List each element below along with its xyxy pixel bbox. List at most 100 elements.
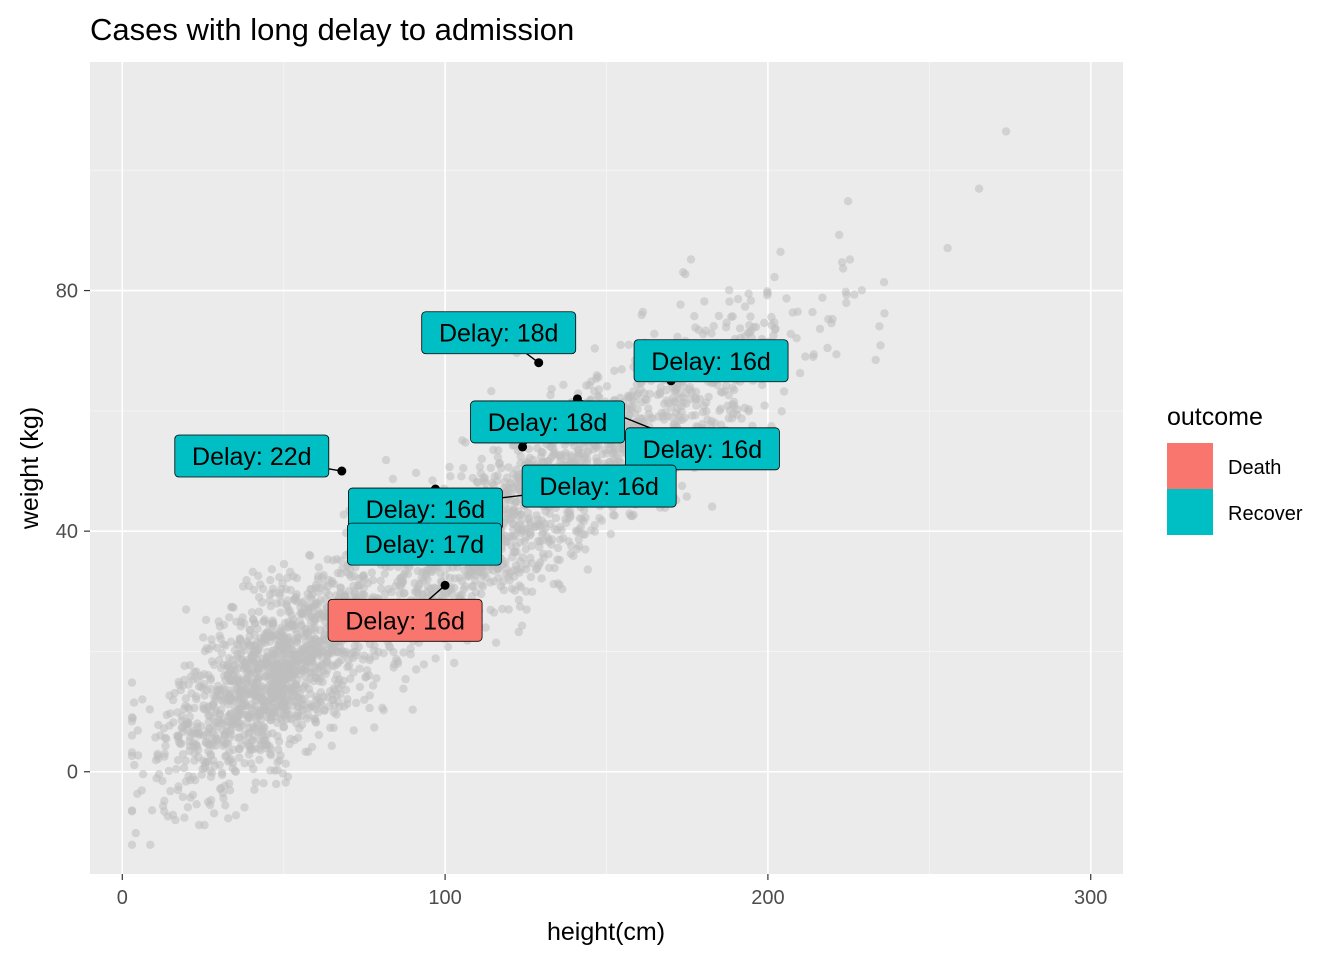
background-point xyxy=(349,726,358,735)
background-point xyxy=(129,698,139,707)
background-point xyxy=(565,507,575,516)
background-point xyxy=(770,318,779,327)
background-point xyxy=(300,651,309,660)
background-point xyxy=(293,733,303,742)
background-point xyxy=(203,797,213,807)
background-point xyxy=(258,682,267,691)
background-point xyxy=(538,527,548,537)
background-point xyxy=(735,324,745,333)
delay-label-box xyxy=(327,598,483,642)
background-point xyxy=(253,705,263,715)
background-point xyxy=(244,710,254,720)
background-point xyxy=(746,296,756,305)
background-point xyxy=(245,690,254,699)
background-point xyxy=(245,632,254,641)
background-point xyxy=(210,761,220,770)
background-point xyxy=(609,510,618,520)
background-point xyxy=(602,382,612,391)
delay-label-box xyxy=(470,400,625,444)
background-point xyxy=(491,638,501,647)
background-point xyxy=(446,472,455,481)
background-point xyxy=(194,729,204,738)
background-point xyxy=(842,298,851,308)
background-point xyxy=(590,527,599,536)
background-point xyxy=(176,739,185,749)
background-point xyxy=(313,575,323,584)
background-point xyxy=(510,572,519,581)
background-point xyxy=(818,293,827,302)
y-tick-label: 0 xyxy=(67,762,78,784)
background-point xyxy=(343,662,352,672)
background-point xyxy=(595,514,604,523)
background-point xyxy=(677,481,687,491)
background-point xyxy=(517,621,527,630)
delay-label-text: Delay: 16d xyxy=(539,473,659,501)
background-point xyxy=(733,294,743,304)
background-point xyxy=(272,779,281,789)
background-point xyxy=(190,667,199,677)
background-point xyxy=(534,561,543,570)
background-point xyxy=(221,752,230,761)
background-point xyxy=(699,330,708,339)
background-point xyxy=(346,674,355,683)
background-point xyxy=(823,343,832,353)
background-point xyxy=(199,679,209,689)
background-point xyxy=(445,462,454,472)
background-point xyxy=(492,476,502,486)
background-point xyxy=(528,587,537,596)
background-point xyxy=(284,643,293,652)
background-point xyxy=(532,511,541,520)
background-point xyxy=(235,753,244,762)
background-point xyxy=(222,739,231,748)
background-point xyxy=(181,694,191,703)
background-point xyxy=(158,801,168,811)
background-point xyxy=(365,639,375,649)
background-point xyxy=(367,568,376,577)
background-point xyxy=(248,736,257,745)
background-point xyxy=(250,785,259,794)
x-tick-label: 300 xyxy=(1074,887,1107,909)
background-point xyxy=(380,590,390,599)
background-point xyxy=(362,672,371,681)
background-point xyxy=(595,393,604,402)
background-point xyxy=(406,644,415,653)
background-point xyxy=(321,640,330,649)
background-point xyxy=(487,387,496,396)
background-point xyxy=(224,814,233,823)
background-point xyxy=(575,452,584,461)
delay-label-text: Delay: 18d xyxy=(439,320,559,348)
background-point xyxy=(231,707,240,716)
background-point xyxy=(704,392,713,402)
background-point xyxy=(746,327,756,336)
background-point xyxy=(314,637,323,646)
background-point xyxy=(673,332,682,342)
background-point xyxy=(685,385,694,394)
background-point xyxy=(801,352,810,361)
background-point xyxy=(297,621,306,630)
background-point xyxy=(173,731,182,740)
background-point xyxy=(523,508,533,518)
background-point xyxy=(203,757,213,767)
background-point xyxy=(276,626,286,636)
delay-label-text: Delay: 16d xyxy=(643,436,763,464)
background-point xyxy=(173,756,183,765)
background-point xyxy=(293,712,303,721)
background-point xyxy=(147,806,157,815)
background-point xyxy=(559,380,568,389)
background-point xyxy=(637,398,647,407)
background-point xyxy=(339,676,348,685)
legend: outcome Death Recover xyxy=(1167,403,1303,535)
x-axis-ticks: 0 100 200 300 xyxy=(117,874,1107,909)
background-point xyxy=(286,670,295,679)
background-point xyxy=(256,580,265,589)
delay-label-box xyxy=(521,464,677,508)
background-point xyxy=(286,585,295,595)
x-tick-label: 200 xyxy=(751,887,784,909)
background-point xyxy=(724,414,733,423)
background-point xyxy=(587,377,596,386)
legend-key-death xyxy=(1167,443,1213,489)
background-point xyxy=(399,684,408,693)
background-point xyxy=(843,197,853,206)
background-point xyxy=(211,734,221,744)
background-point xyxy=(127,731,137,740)
